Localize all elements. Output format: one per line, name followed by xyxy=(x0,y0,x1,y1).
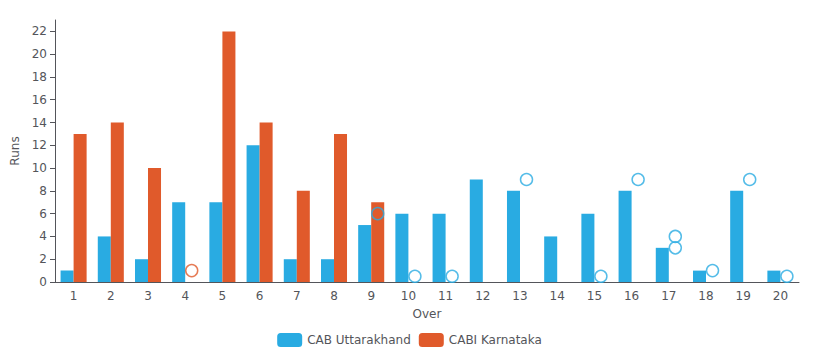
svg-text:4: 4 xyxy=(39,229,47,243)
svg-text:14: 14 xyxy=(550,289,565,303)
svg-text:8: 8 xyxy=(330,289,338,303)
svg-text:12: 12 xyxy=(475,289,490,303)
svg-text:2: 2 xyxy=(107,289,115,303)
svg-text:16: 16 xyxy=(624,289,639,303)
svg-text:7: 7 xyxy=(293,289,301,303)
svg-text:6: 6 xyxy=(39,207,47,221)
svg-text:20: 20 xyxy=(773,289,788,303)
svg-text:13: 13 xyxy=(512,289,527,303)
svg-text:5: 5 xyxy=(219,289,227,303)
svg-text:16: 16 xyxy=(32,93,47,107)
svg-text:2: 2 xyxy=(39,252,47,266)
svg-text:22: 22 xyxy=(32,24,47,38)
svg-text:20: 20 xyxy=(32,47,47,61)
svg-text:15: 15 xyxy=(587,289,602,303)
svg-text:Runs: Runs xyxy=(8,136,22,165)
svg-text:19: 19 xyxy=(736,289,751,303)
svg-text:11: 11 xyxy=(438,289,453,303)
svg-text:0: 0 xyxy=(39,275,47,289)
svg-text:8: 8 xyxy=(39,184,47,198)
svg-text:12: 12 xyxy=(32,138,47,152)
svg-text:18: 18 xyxy=(32,70,47,84)
svg-text:18: 18 xyxy=(698,289,713,303)
svg-text:6: 6 xyxy=(256,289,264,303)
svg-text:CABI Karnataka: CABI Karnataka xyxy=(449,333,542,347)
svg-text:17: 17 xyxy=(661,289,676,303)
svg-text:9: 9 xyxy=(367,289,375,303)
svg-text:14: 14 xyxy=(32,116,47,130)
svg-text:CAB Uttarakhand: CAB Uttarakhand xyxy=(307,333,411,347)
svg-text:Over: Over xyxy=(413,307,442,321)
svg-text:10: 10 xyxy=(401,289,416,303)
svg-text:4: 4 xyxy=(181,289,189,303)
svg-text:1: 1 xyxy=(70,289,78,303)
svg-text:10: 10 xyxy=(32,161,47,175)
svg-text:3: 3 xyxy=(144,289,152,303)
